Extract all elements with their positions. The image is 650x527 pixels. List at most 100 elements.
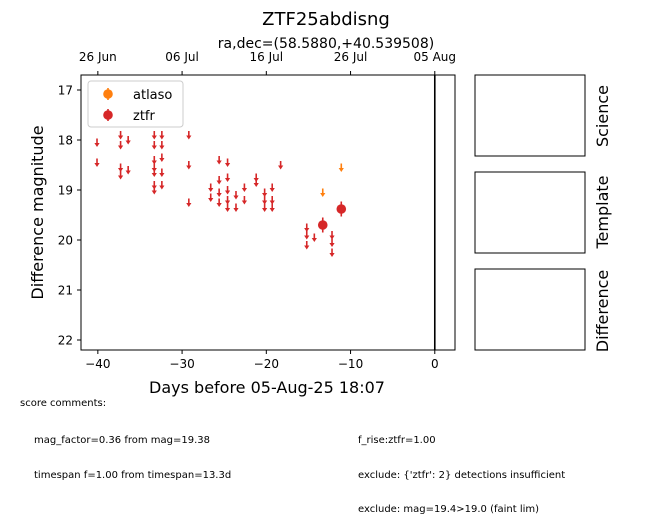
x-axis-label: Days before 05-Aug-25 18:07	[149, 378, 385, 397]
upper-limit-arrowhead	[94, 143, 100, 147]
upper-limit-arrowhead	[159, 135, 165, 140]
ztfr-upper-limit-point	[269, 183, 275, 192]
upper-limit-arrowhead	[224, 178, 231, 182]
detection-marker	[317, 220, 328, 230]
ztfr-upper-limit-point	[186, 131, 192, 140]
ztfr-upper-limit-point	[159, 141, 165, 150]
ztfr-upper-limit-point	[329, 248, 335, 257]
upper-limit-arrowhead	[117, 145, 124, 150]
ztfr-upper-limit-point	[262, 188, 268, 197]
ztfr-detection-point	[336, 201, 347, 217]
upper-limit-arrowhead	[269, 200, 275, 205]
ztfr-upper-limit-point	[304, 231, 310, 240]
upper-limit-arrowhead	[233, 208, 239, 212]
y-tick-label: 18	[58, 134, 73, 148]
lightcurve-figure: ZTF25abdisng ra,dec=(58.5880,+40.539508)…	[28, 9, 612, 397]
upper-limit-arrowhead	[159, 185, 165, 190]
upper-limit-arrowhead	[329, 253, 335, 257]
template-cutout-frame	[474, 171, 586, 254]
figure-subtitle: ra,dec=(58.5880,+40.539508)	[218, 36, 434, 52]
upper-limit-arrowhead	[117, 135, 124, 140]
legend-label: ztfr	[133, 109, 155, 124]
upper-limit-arrowhead	[159, 173, 165, 177]
ztfr-upper-limit-point	[241, 196, 248, 205]
upper-limit-arrowhead	[159, 145, 165, 150]
upper-limit-arrowhead	[269, 208, 275, 212]
ztfr-upper-limit-point	[262, 196, 268, 205]
upper-limit-arrowhead	[94, 163, 100, 167]
upper-limit-arrowhead	[186, 203, 192, 207]
top-date-tick-label: 26 Jul	[334, 50, 368, 64]
upper-limit-arrowhead	[329, 243, 335, 247]
ztfr-upper-limit-point	[186, 198, 192, 207]
upper-limit-arrowhead	[233, 195, 239, 200]
template-cutout-label: Template	[593, 175, 612, 249]
upper-limit-arrowhead	[241, 188, 248, 192]
ztfr-upper-limit-point	[159, 131, 165, 140]
upper-limit-arrowhead	[224, 163, 231, 167]
atlaso-upper-limit-point	[320, 188, 326, 197]
ztfr-upper-limit-point	[269, 196, 275, 205]
ztfr-upper-limit-point	[151, 141, 157, 150]
legend: atlaso ztfr	[87, 80, 184, 128]
difference-cutout-frame	[474, 268, 586, 351]
ztfr-upper-limit-point	[151, 186, 157, 195]
ztfr-upper-limit-point	[159, 181, 165, 190]
plot-frame	[80, 74, 456, 351]
score-comments-right: f_rise:ztfr=1.00 exclude: {'ztfr': 2} de…	[358, 412, 565, 527]
ztfr-upper-limit-point	[117, 171, 124, 180]
ztfr-upper-limit-point	[224, 158, 231, 167]
upper-limit-arrowhead	[311, 238, 317, 242]
ztfr-upper-limit-point	[159, 168, 165, 177]
ztfr-upper-limit-point	[208, 183, 214, 192]
ztfr-upper-limit-point	[125, 166, 131, 175]
ztfr-upper-limit-point	[94, 158, 100, 167]
upper-limit-arrowhead	[151, 145, 157, 150]
x-tick-label: 0	[431, 357, 439, 371]
upper-limit-arrowhead	[224, 200, 231, 205]
difference-cutout-label: Difference	[593, 270, 612, 352]
comment-line: mag_factor=0.36 from mag=19.38	[34, 435, 211, 446]
legend-marker	[103, 89, 113, 99]
ztfr-upper-limit-point	[117, 163, 124, 172]
upper-limit-arrowhead	[216, 180, 222, 185]
ztfr-upper-limit-point	[304, 223, 310, 232]
science-cutout-frame	[474, 74, 586, 157]
ztfr-upper-limit-point	[151, 156, 157, 165]
ztfr-upper-limit-point	[216, 198, 222, 207]
score-comments-header: score comments:	[20, 398, 107, 409]
upper-limit-arrowhead	[241, 200, 248, 205]
ztfr-upper-limit-point	[216, 176, 222, 185]
x-tick-label: −30	[169, 357, 194, 371]
upper-limit-arrowhead	[186, 165, 192, 170]
upper-limit-arrowhead	[262, 193, 268, 197]
ztfr-upper-limit-point	[151, 131, 157, 140]
ztfr-upper-limit-point	[151, 168, 157, 177]
ztfr-upper-limit-point	[253, 178, 259, 187]
upper-limit-arrowhead	[117, 168, 124, 172]
upper-limit-arrowhead	[320, 193, 326, 197]
ztfr-upper-limit-point	[311, 233, 317, 242]
ztfr-detection-point	[317, 217, 328, 233]
legend-marker	[103, 110, 113, 120]
upper-limit-arrowhead	[216, 203, 222, 207]
ztfr-upper-limit-point	[125, 136, 131, 145]
detection-marker	[336, 204, 347, 214]
atlaso-upper-limit-point	[338, 163, 344, 172]
ztfr-upper-limit-point	[224, 203, 231, 212]
ztfr-upper-limit-point	[304, 241, 310, 250]
upper-limit-arrowhead	[151, 173, 157, 177]
y-tick-label: 19	[58, 184, 73, 198]
y-tick-label: 20	[58, 234, 73, 248]
legend-label: atlaso	[133, 88, 172, 103]
upper-limit-arrowhead	[159, 158, 165, 162]
figure-title: ZTF25abdisng	[262, 9, 390, 30]
upper-limit-arrowhead	[125, 140, 131, 145]
ztfr-upper-limit-point	[186, 161, 192, 170]
ztfr-upper-limit-point	[208, 193, 214, 202]
upper-limit-arrowhead	[224, 208, 231, 212]
ztfr-upper-limit-point	[94, 138, 100, 147]
ztfr-upper-limit-point	[269, 203, 275, 212]
ztfr-upper-limit-point	[278, 161, 284, 170]
upper-limit-arrowhead	[269, 188, 275, 192]
